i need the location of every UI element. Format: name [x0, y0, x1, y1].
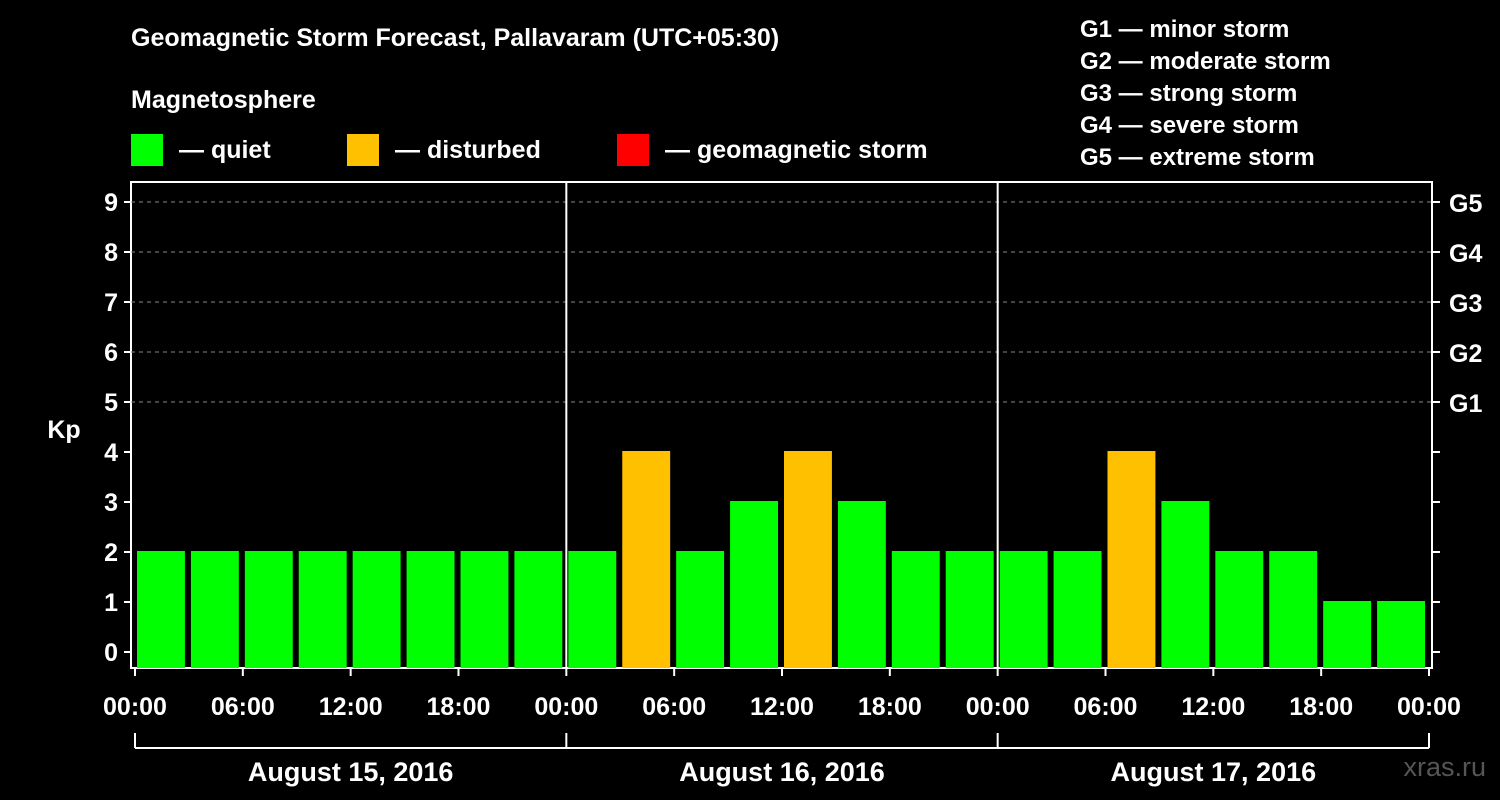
legend-item-quiet: — quiet — [131, 134, 271, 166]
x-tick-label: 06:00 — [211, 693, 275, 721]
kp-bar — [1215, 551, 1264, 668]
kp-bar — [837, 501, 886, 668]
kp-bar — [1161, 501, 1210, 668]
g-scale-g3: G3 — strong storm — [1080, 80, 1298, 107]
x-tick-label: 12:00 — [319, 693, 383, 721]
g-level-label: G3 — [1449, 290, 1482, 318]
y-tick-label: 3 — [104, 489, 118, 517]
kp-bar — [568, 551, 617, 668]
x-tick-label: 18:00 — [1289, 693, 1353, 721]
y-tick-label: 9 — [104, 189, 118, 217]
kp-bar — [460, 551, 509, 668]
date-label: August 17, 2016 — [1111, 757, 1317, 787]
g-scale-legend: G1 — minor storm G2 — moderate storm G3 … — [1080, 14, 1331, 174]
date-label: August 16, 2016 — [679, 757, 885, 787]
legend-label-disturbed: — disturbed — [395, 135, 541, 164]
legend-swatch-storm — [617, 134, 649, 166]
section-label: Magnetosphere — [131, 86, 316, 114]
kp-bar — [514, 551, 563, 668]
kp-bar — [1053, 551, 1102, 668]
legend-swatch-quiet — [131, 134, 163, 166]
g-scale-g5: G5 — extreme storm — [1080, 144, 1315, 171]
legend-item-disturbed: — disturbed — [347, 134, 541, 166]
x-tick-label: 06:00 — [642, 693, 706, 721]
legend-label-storm: — geomagnetic storm — [665, 135, 928, 164]
y-tick-label: 0 — [104, 639, 118, 667]
y-tick-label: 8 — [104, 239, 118, 267]
g-scale-g2: G2 — moderate storm — [1080, 48, 1331, 75]
x-tick-label: 00:00 — [103, 693, 167, 721]
x-tick-label: 00:00 — [534, 693, 598, 721]
x-tick-label: 00:00 — [1397, 693, 1461, 721]
kp-bar — [190, 551, 239, 668]
g-level-label: G1 — [1449, 390, 1482, 418]
kp-bar — [999, 551, 1048, 668]
y-tick-label: 1 — [104, 589, 118, 617]
kp-bar — [244, 551, 293, 668]
legend-item-storm: — geomagnetic storm — [617, 134, 928, 166]
kp-bar — [730, 501, 778, 668]
kp-bar — [784, 451, 832, 668]
kp-bar — [1323, 601, 1372, 668]
legend-label-quiet: — quiet — [179, 135, 271, 164]
kp-bar — [1269, 551, 1318, 668]
kp-bar — [406, 551, 455, 668]
date-label: August 15, 2016 — [248, 757, 454, 787]
y-tick-label: 2 — [104, 539, 118, 567]
y-tick-label: 4 — [104, 439, 118, 467]
kp-bar — [352, 551, 401, 668]
kp-bar — [1107, 451, 1156, 668]
y-tick-label: 6 — [104, 339, 118, 367]
g-level-label: G5 — [1449, 190, 1482, 218]
watermark: xras.ru — [1403, 752, 1486, 782]
kp-bar — [945, 551, 994, 668]
x-tick-label: 00:00 — [966, 693, 1030, 721]
g-scale-g1: G1 — minor storm — [1080, 16, 1290, 43]
kp-bar — [1377, 601, 1425, 668]
y-tick-label: 7 — [104, 289, 118, 317]
legend-swatch-disturbed — [347, 134, 379, 166]
kp-bar — [676, 551, 725, 668]
x-tick-label: 12:00 — [1181, 693, 1245, 721]
chart-title: Geomagnetic Storm Forecast, Pallavaram (… — [131, 24, 780, 52]
kp-bar — [298, 551, 347, 668]
g-level-label: G4 — [1449, 240, 1482, 268]
x-tick-label: 06:00 — [1074, 693, 1138, 721]
y-axis-label: Kp — [47, 416, 80, 444]
y-tick-label: 5 — [104, 389, 118, 417]
g-scale-g4: G4 — severe storm — [1080, 112, 1299, 139]
x-tick-label: 12:00 — [750, 693, 814, 721]
kp-bar — [622, 451, 671, 668]
x-tick-label: 18:00 — [427, 693, 491, 721]
x-tick-label: 18:00 — [858, 693, 922, 721]
kp-bar — [137, 551, 185, 668]
kp-bar — [891, 551, 940, 668]
g-level-label: G2 — [1449, 340, 1482, 368]
